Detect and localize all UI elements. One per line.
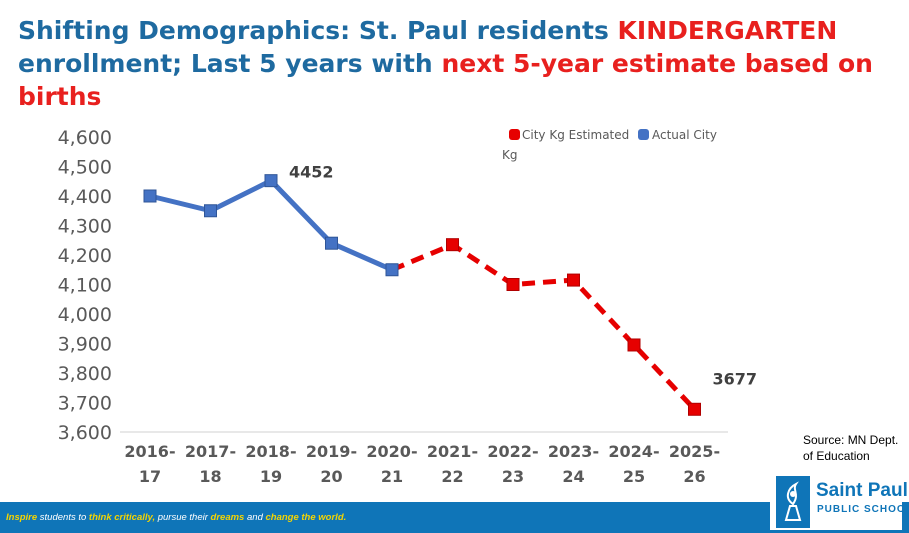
tagline-text-2: pursue their: [155, 512, 211, 523]
y-tick-label: 4,600: [58, 127, 112, 149]
y-tick-label: 4,200: [58, 245, 112, 267]
x-tick-label: 2017-18: [185, 442, 236, 486]
tagline-text-1: students to: [37, 512, 89, 523]
logo-text-saint-paul: Saint Paul: [816, 480, 908, 501]
data-label: 4452: [289, 163, 334, 182]
actual-series-line: [149, 178, 394, 273]
legend-marker-estimated: [509, 129, 520, 140]
source-note: Source: MN Dept. of Education: [803, 432, 903, 464]
chart-title: Shifting Demographics: St. Paul resident…: [18, 14, 898, 113]
tagline-word-dreams: dreams: [210, 512, 245, 523]
x-tick-label: 2018-19: [245, 442, 296, 486]
title-text-2a: enrollment; Last 5 years with: [18, 49, 442, 78]
actual-point-marker: [264, 174, 278, 188]
source-line-2: of Education: [803, 449, 870, 463]
estimated-point-marker: [567, 273, 580, 287]
estimated-point-marker: [688, 402, 701, 416]
tagline-word-think: think critically,: [88, 512, 156, 523]
estimated-point-marker: [446, 238, 459, 252]
actual-point-marker: [143, 189, 157, 203]
estimated-point-marker: [506, 278, 520, 291]
x-tick-label: 2023-24: [548, 442, 599, 486]
legend-label-estimated: City Kg Estimated: [522, 128, 629, 142]
legend-marker-actual: [638, 129, 649, 140]
x-tick-label: 2021-22: [427, 442, 478, 486]
tagline-text-3: and: [244, 512, 266, 523]
line-chart: 4,600 4,500 4,400 4,300 4,200 4,100 4,000 3,900…: [58, 127, 758, 486]
legend-label-actual-cont: Kg: [502, 148, 518, 162]
tagline-word-change: change the world.: [265, 512, 347, 523]
y-tick-label: 4,500: [58, 157, 112, 179]
x-tick-label: 2024-25: [608, 442, 659, 486]
estimated-series-line: [391, 242, 697, 411]
title-line-1: Shifting Demographics: St. Paul resident…: [18, 14, 898, 47]
y-tick-label: 3,900: [58, 334, 112, 356]
tagline-word-inspire: Inspire: [6, 512, 38, 523]
y-tick-label: 3,700: [58, 393, 112, 415]
x-tick-label: 2025-26: [669, 442, 720, 486]
data-label: 3677: [713, 369, 758, 388]
y-tick-label: 4,000: [58, 304, 112, 326]
x-tick-label: 2022-23: [487, 442, 538, 486]
y-tick-label: 3,800: [58, 363, 112, 385]
actual-point-marker: [204, 204, 217, 218]
x-tick-label: 2020-21: [366, 442, 417, 486]
title-line-2: enrollment; Last 5 years with next 5-yea…: [18, 47, 898, 113]
x-tick-label: 2019-20: [306, 442, 357, 486]
title-text-1b: KINDERGARTEN: [617, 16, 838, 45]
torch-logo-icon: [776, 476, 810, 528]
saint-paul-logo: Saint Paul PUBLIC SCHOOLS: [770, 472, 909, 530]
actual-point-marker: [325, 236, 338, 250]
logo-text-public-schools: PUBLIC SCHOOLS: [817, 504, 909, 515]
title-text-1a: Shifting Demographics: St. Paul resident…: [18, 16, 618, 45]
footer-tagline: Inspire students to think critically, pu…: [6, 512, 346, 523]
y-tick-label: 3,600: [58, 422, 112, 444]
actual-point-marker: [385, 263, 399, 277]
footer-bar: [0, 502, 909, 533]
x-tick-label: 2016-17: [124, 442, 175, 486]
estimated-point-marker: [627, 338, 641, 352]
y-tick-label: 4,300: [58, 216, 112, 238]
title-text-2b: next 5-year estimate based on births: [18, 49, 873, 111]
source-line-1: Source: MN Dept.: [803, 433, 899, 447]
y-tick-label: 4,400: [58, 186, 112, 208]
y-tick-label: 4,100: [58, 275, 112, 297]
legend-label-actual: Actual City: [652, 128, 717, 142]
